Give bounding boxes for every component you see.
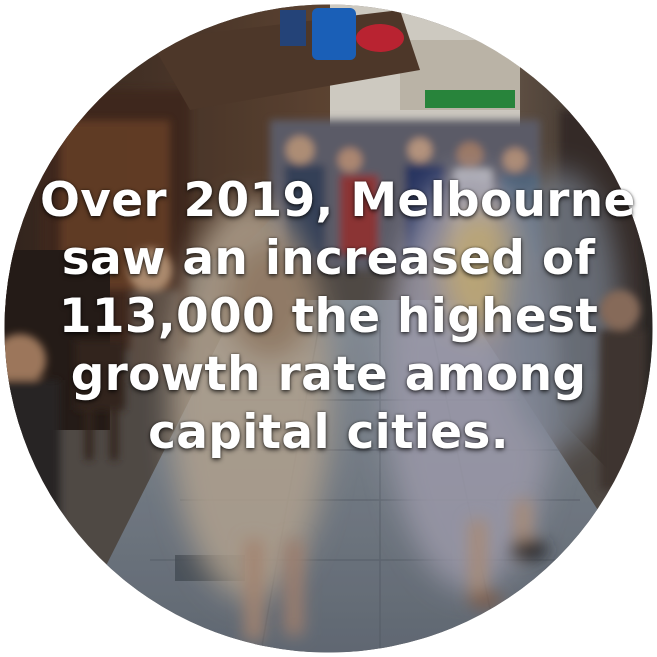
- statistic-caption: Over 2019, Melbourne saw an increased of…: [40, 172, 636, 462]
- caption-line-4: growth rate among: [70, 347, 587, 402]
- caption-line-3: 113,000 the highest: [58, 289, 599, 344]
- caption-line-5: capital cities.: [148, 405, 509, 460]
- red-sign: [356, 24, 404, 52]
- caption-line-2: saw an increased of: [61, 231, 596, 286]
- right-figure: [600, 290, 645, 490]
- green-sign: [425, 90, 515, 108]
- caption-line-1: Over 2019, Melbourne: [40, 173, 636, 228]
- motion-blurred-walkers: [170, 170, 620, 600]
- blue-sign: [312, 8, 356, 60]
